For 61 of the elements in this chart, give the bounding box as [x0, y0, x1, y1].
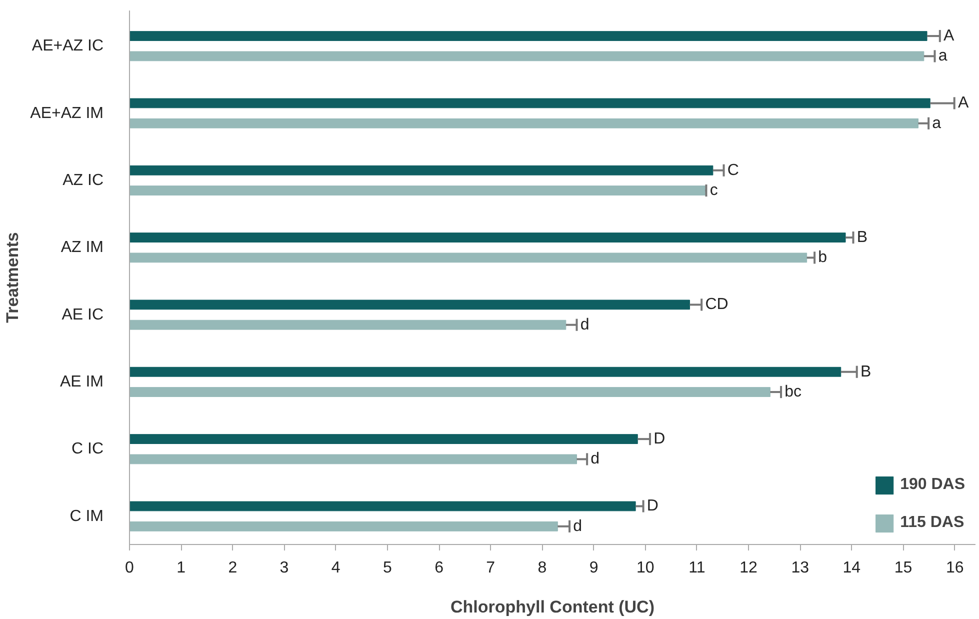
y-tick-label: AZ IM [60, 239, 104, 256]
y-tick-label: C IM [70, 508, 104, 525]
data-label: B [860, 363, 872, 380]
bar [130, 387, 770, 397]
bar [130, 98, 930, 108]
data-label: A [958, 94, 969, 112]
x-tick-label: 2 [228, 560, 238, 576]
data-label: a [932, 114, 942, 132]
x-tick-label: 6 [434, 560, 444, 576]
data-label: d [590, 450, 600, 468]
bar [130, 454, 577, 464]
bar [130, 521, 558, 532]
bar [130, 300, 690, 310]
bar [130, 51, 924, 62]
x-tick-label: 3 [280, 560, 289, 576]
y-axis-title: Treatments [3, 232, 22, 323]
x-tick-label: 13 [791, 560, 810, 576]
data-label: b [818, 249, 828, 266]
x-tick-label: 15 [894, 560, 912, 576]
bar [130, 252, 808, 263]
legend-label: 190 DAS [900, 476, 965, 494]
bar [130, 366, 842, 377]
x-axis-title: Chlorophyll Content (UC) [450, 598, 654, 616]
x-tick-label: 4 [331, 560, 340, 576]
data-label: D [646, 498, 658, 515]
y-tick-label: C IC [72, 440, 104, 458]
x-tick-label: 8 [538, 560, 547, 576]
x-tick-label: 0 [125, 560, 134, 576]
data-label: bc [784, 384, 802, 401]
y-tick-label: AE+AZ IM [30, 104, 104, 122]
y-tick-label: AE IM [60, 373, 104, 390]
data-label: a [938, 48, 948, 65]
x-tick-label: 10 [636, 560, 654, 576]
bar [130, 501, 636, 512]
bar [130, 434, 638, 444]
x-tick-label: 11 [688, 560, 706, 576]
bar [130, 165, 714, 176]
y-tick-label: AE+AZ IC [32, 38, 104, 55]
bar [130, 31, 928, 41]
x-tick-label: 5 [382, 560, 392, 576]
bar [130, 232, 846, 242]
data-label: C [727, 162, 739, 179]
legend-label: 115 DAS [900, 514, 964, 532]
data-label: D [654, 430, 666, 448]
bar [130, 186, 706, 196]
data-label: B [856, 229, 868, 246]
x-tick-label: 9 [589, 560, 598, 576]
x-tick-label: 14 [842, 560, 861, 576]
y-tick-label: AE IC [62, 306, 104, 324]
x-tick-label: 16 [946, 560, 964, 576]
data-label: CD [705, 296, 728, 314]
data-label: A [944, 28, 955, 45]
data-label: c [710, 182, 718, 200]
x-tick-label: 12 [740, 560, 758, 576]
y-tick-label: AZ IC [62, 172, 104, 189]
x-tick-label: 7 [486, 560, 496, 576]
bar [130, 320, 566, 330]
data-label: d [573, 518, 582, 535]
data-label: d [580, 316, 590, 334]
x-tick-label: 1 [176, 560, 186, 576]
bar [130, 118, 918, 128]
